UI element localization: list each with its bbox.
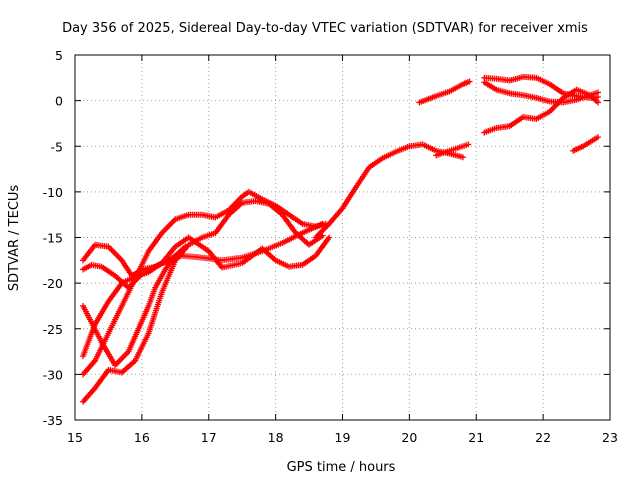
series-arc-4 <box>80 188 329 378</box>
x-tick-label: 15 <box>67 430 83 445</box>
data-point-marker <box>465 141 472 148</box>
y-tick-label: -30 <box>43 367 63 382</box>
x-tick-label: 21 <box>468 430 484 445</box>
x-tick-label: 22 <box>535 430 551 445</box>
data-point-marker <box>182 243 189 250</box>
x-tick-label: 18 <box>268 430 284 445</box>
y-tick-label: -25 <box>43 322 63 337</box>
x-tick-label: 20 <box>401 430 417 445</box>
x-tick-label: 19 <box>335 430 351 445</box>
series-layer <box>80 73 601 405</box>
y-tick-label: -15 <box>43 231 63 246</box>
data-point-marker <box>594 99 601 106</box>
y-tick-label: 0 <box>55 94 63 109</box>
series-arc-12 <box>481 86 601 136</box>
series-arc-5 <box>80 198 326 405</box>
chart-title: Day 356 of 2025, Sidereal Day-to-day VTE… <box>62 21 588 36</box>
x-tick-label: 23 <box>602 430 618 445</box>
y-tick-label: -5 <box>51 139 63 154</box>
series-arc-9 <box>416 78 473 106</box>
y-axis-label: SDTVAR / TECUs <box>7 185 22 292</box>
series-arc-6 <box>80 243 189 369</box>
data-point-marker <box>594 134 601 141</box>
y-tick-label: -20 <box>43 276 63 291</box>
data-point-marker <box>459 154 466 161</box>
y-tick-label: 5 <box>55 48 63 63</box>
series-arc-8 <box>433 141 472 159</box>
data-point-marker <box>326 234 333 241</box>
x-tick-label: 16 <box>134 430 150 445</box>
x-axis-label: GPS time / hours <box>287 460 396 475</box>
y-tick-label: -10 <box>43 185 63 200</box>
data-point-marker <box>594 89 601 96</box>
y-tick-label: -35 <box>43 413 63 428</box>
ticks: 15 16 17 18 19 20 21 22 23 -35 -30 -25 -20 -15 -10 -5 0 5 <box>43 48 618 445</box>
series-arc-13 <box>570 134 601 154</box>
x-tick-label: 17 <box>201 430 217 445</box>
data-point-marker <box>466 78 473 85</box>
